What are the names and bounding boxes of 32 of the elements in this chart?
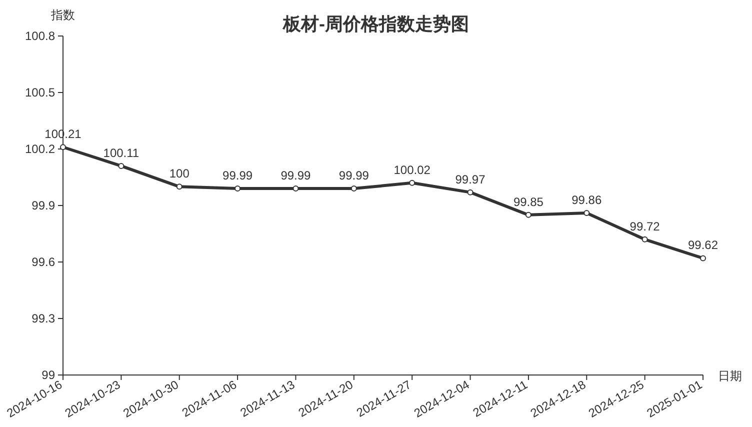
- y-tick-label: 100.8: [24, 29, 56, 43]
- data-label: 99.99: [338, 168, 370, 183]
- data-label: 99.62: [688, 238, 718, 252]
- data-label: 99.99: [222, 168, 253, 183]
- point: [60, 144, 66, 150]
- data-label: 100: [169, 166, 190, 181]
- point: [409, 180, 416, 186]
- point: [525, 212, 532, 218]
- y-tick-label: 99.6: [32, 255, 56, 269]
- data-label: 99.85: [513, 194, 544, 209]
- point: [350, 186, 357, 192]
- data-label: 99.86: [572, 193, 602, 208]
- y-tick-label: 100.2: [24, 142, 56, 156]
- point: [584, 210, 590, 216]
- data-label: 100.02: [394, 162, 431, 177]
- point: [642, 236, 648, 242]
- y-tick-label: 99: [42, 368, 56, 382]
- y-tick-label: 99.9: [32, 198, 56, 212]
- data-label: 100.11: [103, 146, 140, 160]
- y-tick-label: 100.5: [24, 86, 56, 100]
- y-tick-label: 99.3: [32, 312, 56, 326]
- point: [700, 255, 706, 262]
- point: [118, 162, 124, 169]
- point: [292, 186, 299, 192]
- x-axis-title: 日期: [718, 369, 742, 383]
- point: [176, 184, 182, 190]
- data-label: 99.99: [280, 168, 312, 183]
- chart-title: 板材-周价格指数走势图: [282, 14, 469, 34]
- point: [467, 189, 474, 196]
- data-label: 99.97: [455, 172, 486, 186]
- y-axis-title: 指数: [50, 8, 75, 22]
- data-label: 99.72: [630, 219, 660, 234]
